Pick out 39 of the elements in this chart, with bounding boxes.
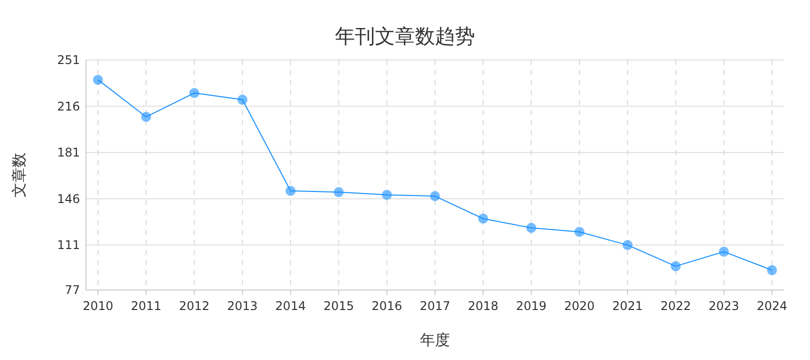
point: [478, 214, 488, 224]
x-tick-label: 2015: [323, 299, 354, 313]
x-tick-label: 2018: [468, 299, 498, 313]
x-tick-label: 2010: [82, 299, 114, 313]
point: [670, 261, 681, 272]
point: [93, 74, 103, 85]
point: [526, 222, 536, 233]
point: [430, 191, 440, 202]
point: [767, 265, 777, 276]
x-tick-label: 2017: [420, 299, 450, 313]
y-tick-label: 77: [64, 283, 80, 297]
point: [382, 190, 392, 200]
x-tick-label: 2011: [130, 299, 162, 313]
y-tick-label: 111: [57, 238, 80, 252]
y-tick-label: 251: [57, 53, 80, 67]
x-tick-label: 2022: [660, 299, 691, 313]
y-tick-label: 181: [57, 146, 80, 160]
x-tick-label: 2020: [564, 299, 595, 313]
point: [622, 240, 633, 250]
point: [237, 94, 248, 105]
y-tick-label: 146: [57, 192, 80, 206]
x-tick-label: 2012: [179, 299, 210, 313]
x-tick-label: 2016: [372, 299, 402, 313]
y-axis-title: 文章数: [10, 152, 28, 198]
point: [141, 112, 152, 122]
point: [718, 246, 729, 257]
x-tick-label: 2013: [227, 299, 258, 313]
x-tick-label: 2019: [516, 299, 547, 313]
x-tick-label: 2014: [275, 299, 306, 313]
x-tick-label: 2021: [612, 299, 643, 313]
point: [334, 187, 344, 198]
x-tick-label: 2024: [756, 299, 788, 313]
point: [574, 226, 584, 237]
y-tick-label: 216: [57, 99, 80, 114]
x-axis-title: 年度: [420, 331, 450, 349]
point: [189, 88, 200, 98]
point: [286, 186, 296, 196]
x-tick-label: 2023: [708, 299, 740, 313]
chart-title: 年刊文章数趋势: [335, 24, 475, 48]
